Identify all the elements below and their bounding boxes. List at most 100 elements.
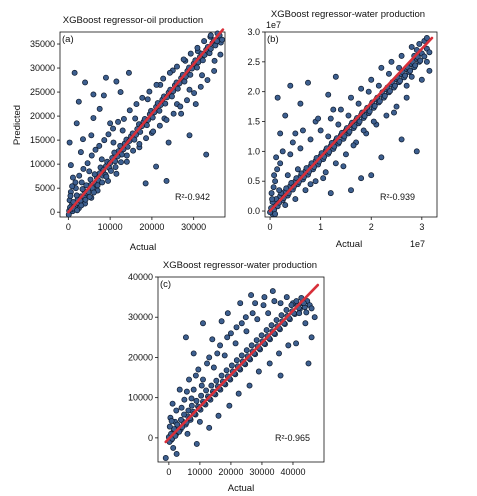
panel-c-data-point [182, 334, 189, 341]
panel-b-x-tick-label: 2 [369, 222, 374, 232]
panel-b-data-point [365, 88, 372, 95]
panel-b-data-point [299, 127, 306, 134]
panel-a-data-point [178, 110, 185, 117]
panel-a-points [65, 30, 226, 218]
panel-c-data-point [308, 334, 315, 341]
panel-a-data-point [94, 182, 101, 189]
panel-b-data-point [358, 85, 365, 92]
panel-a-y-tick-label: 20000 [30, 111, 55, 121]
panel-c-y-tick-label: 30000 [128, 312, 153, 322]
panel-b-data-point [332, 160, 339, 167]
panel-b-data-point [294, 166, 301, 173]
panel-a-data-point [82, 196, 89, 203]
panel-c-data-point [226, 402, 233, 409]
panel-b-data-point [327, 115, 334, 122]
panel-a-data-point [80, 165, 87, 172]
panel-c-data-point [235, 390, 242, 397]
panel-a-data-point [170, 110, 177, 117]
panel-c-data-point [192, 372, 199, 379]
panel-b-data-point [361, 113, 368, 120]
panel-c-data-point [166, 423, 173, 430]
panel-c-y-tick-label: 0 [148, 433, 153, 443]
panel-c-data-point [283, 294, 290, 301]
panel-c-data-point [266, 360, 273, 367]
panel-c-data-point [261, 294, 268, 301]
panel-a-data-point [177, 103, 184, 110]
panel-b-data-point [283, 185, 290, 192]
panel-c-data-point [196, 418, 203, 425]
panel-a-data-point [90, 189, 97, 196]
panel-b-data-point [292, 130, 299, 137]
panel-c-data-point [183, 388, 190, 395]
panel-c-y-tick-label: 10000 [128, 393, 153, 403]
panel-c-data-point [190, 350, 197, 357]
panel-c-data-point [233, 357, 240, 364]
panel-a-data-point [75, 98, 82, 105]
panel-b-data-point [315, 115, 322, 122]
panel-a-data-point [125, 69, 132, 76]
panel-c-data-point [252, 300, 259, 307]
panel-b-data-point [345, 112, 352, 119]
panel-b-data-point [297, 100, 304, 107]
panel-c-data-point [248, 292, 255, 299]
panel-b-data-point [335, 121, 342, 128]
panel-a-data-point [102, 74, 109, 81]
panel-a-data-point [165, 139, 172, 146]
panel-b-data-point [307, 136, 314, 143]
panel-c-data-point [217, 342, 224, 349]
panel-a-data-point [184, 97, 190, 104]
panel-a-data-point [174, 63, 180, 70]
panel-a-data-point [108, 167, 114, 174]
panel-c-data-point [305, 360, 312, 367]
panel-c-fit-line [164, 283, 320, 444]
panel-a-data-point [69, 174, 76, 181]
panel-c-data-point [162, 455, 169, 461]
panel-b-data-point [392, 82, 398, 89]
panel-c-data-point [173, 407, 180, 414]
panel-b-plot-frame [264, 31, 438, 218]
panel-c-data-point [185, 407, 192, 414]
panel-c-data-point [169, 400, 176, 407]
panel-b-data-point [322, 169, 329, 176]
panel-b-data-point [320, 175, 327, 182]
panel-b-data-point [387, 88, 393, 95]
panel-c-data-point [268, 322, 275, 329]
panel-c-data-point [188, 395, 195, 402]
panel-b-data-point [378, 154, 385, 161]
panel-b-data-point [337, 106, 344, 113]
panel-c-data-point [258, 332, 265, 339]
panel-b-data-point [274, 166, 281, 173]
panel-c-data-point [285, 342, 292, 349]
panel-a-data-point [142, 180, 149, 187]
panel-b-data-point [356, 118, 363, 125]
panel-a-data-point [207, 32, 214, 39]
panel-b-data-point [271, 172, 278, 179]
panel-c-data-point [200, 376, 206, 383]
panel-c: XGBoost regressor-water production (c) 0… [128, 260, 325, 494]
panel-b-label: (b) [267, 34, 279, 45]
panel-c-data-point [224, 310, 231, 317]
panel-b-data-point [342, 151, 349, 158]
panel-a-x-tick-label: 20000 [139, 222, 164, 232]
panel-a-plot-frame [59, 31, 226, 218]
panel-b-data-point [317, 127, 324, 134]
panel-a-data-point [118, 159, 124, 166]
panel-c-plot-frame [157, 276, 325, 463]
panel-a-data-point [113, 170, 120, 177]
panel-c-data-point [249, 310, 256, 317]
panel-b-data-point [388, 58, 395, 65]
panel-a-y-tick-label: 0 [50, 207, 55, 217]
panel-b-data-point [378, 64, 385, 71]
panel-b-data-point [348, 187, 354, 194]
panel-c-data-point [181, 396, 188, 403]
panel-c-data-point [288, 302, 295, 309]
panel-c-data-point [269, 288, 276, 295]
panel-a-data-point [78, 202, 85, 209]
panel-a-data-point [73, 120, 80, 127]
panel-b-data-point [413, 148, 420, 155]
panel-b-y-tick-label: 1.5 [247, 117, 260, 127]
panel-b-x-exponent: 1e7 [410, 239, 425, 249]
panel-a-data-point [90, 115, 97, 121]
panel-a-data-point [153, 163, 160, 170]
panel-a-title: XGBoost regressor-oil production [63, 15, 203, 26]
